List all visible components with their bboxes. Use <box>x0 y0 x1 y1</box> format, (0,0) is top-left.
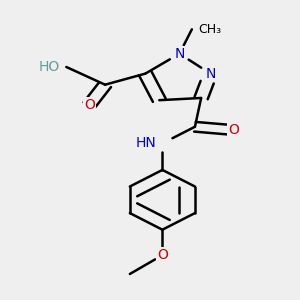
Text: N: N <box>174 47 184 61</box>
Text: O: O <box>228 123 239 137</box>
Text: HN: HN <box>135 136 156 150</box>
Text: O: O <box>84 98 95 112</box>
Text: O: O <box>157 248 168 262</box>
Text: HO: HO <box>39 60 60 74</box>
Text: N: N <box>205 67 216 81</box>
Text: CH₃: CH₃ <box>198 23 221 36</box>
